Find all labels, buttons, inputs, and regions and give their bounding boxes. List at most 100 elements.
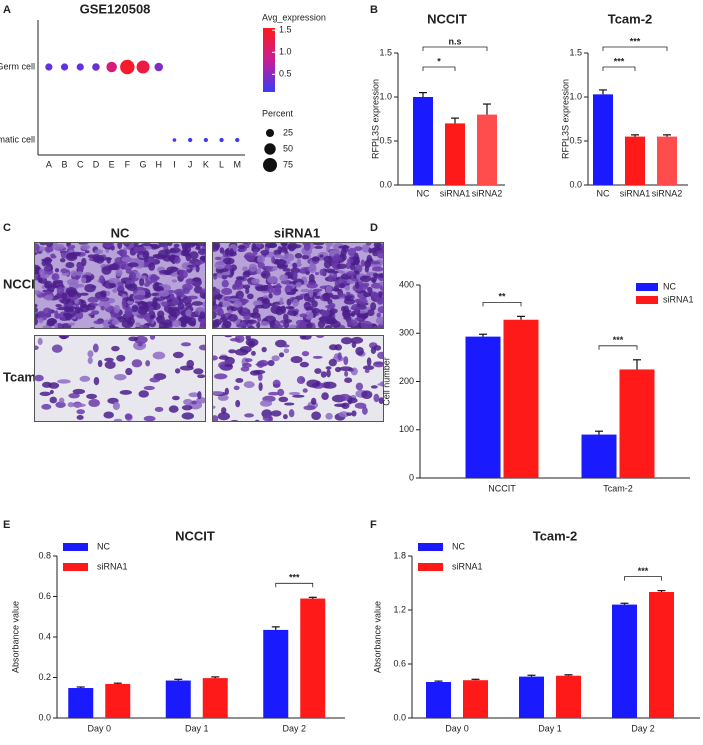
cell <box>214 256 222 261</box>
cell <box>111 319 120 325</box>
cell <box>309 243 315 250</box>
significance-label: *** <box>638 566 649 576</box>
cell <box>193 285 203 294</box>
panel-letter: C <box>3 222 11 234</box>
cell <box>72 388 86 395</box>
colorbar <box>263 28 275 92</box>
cell <box>212 355 218 361</box>
cell <box>311 308 321 314</box>
cell <box>213 373 228 380</box>
bar <box>426 682 451 718</box>
cell <box>362 365 375 371</box>
cell <box>79 292 89 296</box>
cell <box>299 335 307 340</box>
cell <box>271 255 276 264</box>
cell <box>65 313 73 321</box>
x-tick-label: Day 1 <box>185 723 209 733</box>
cell <box>70 270 77 277</box>
x-tick-label: Tcam-2 <box>603 483 633 493</box>
bar <box>593 94 613 185</box>
cell <box>67 402 75 408</box>
cell <box>34 374 44 382</box>
cell <box>244 413 255 418</box>
cell <box>333 271 338 280</box>
cell <box>320 309 330 317</box>
cell <box>141 301 147 309</box>
cell <box>79 375 91 382</box>
cell <box>58 335 70 340</box>
cell <box>56 243 65 250</box>
bar <box>165 680 191 718</box>
cell <box>90 303 99 307</box>
cell <box>311 300 318 308</box>
cell <box>173 243 180 248</box>
cell <box>195 242 206 247</box>
bar <box>625 136 645 185</box>
cell <box>34 317 39 326</box>
cell <box>146 319 153 323</box>
cell <box>144 282 150 287</box>
cell <box>369 261 381 265</box>
y-axis-label: RFPL3S expression <box>560 79 570 159</box>
x-tick-label: A <box>46 159 52 169</box>
cell <box>174 288 186 296</box>
cell <box>277 388 285 397</box>
cell <box>299 361 309 368</box>
y-tick-label: 0.5 <box>569 135 582 145</box>
cell <box>212 243 220 252</box>
y-tick-label: Germ cell <box>0 61 35 71</box>
cell <box>379 286 384 291</box>
cell <box>199 255 206 261</box>
cell <box>328 358 337 367</box>
cell <box>249 312 256 318</box>
cell <box>295 282 303 288</box>
panel-letter: F <box>370 519 377 531</box>
bar <box>612 604 637 718</box>
x-tick-label: D <box>93 159 100 169</box>
cell <box>154 254 167 260</box>
legend-swatch <box>418 543 443 551</box>
y-tick-label: 100 <box>399 424 414 434</box>
cell <box>44 294 54 301</box>
cell <box>193 368 204 375</box>
cell <box>262 265 274 270</box>
cell <box>137 342 143 347</box>
cell <box>189 320 196 327</box>
cell <box>149 275 160 281</box>
cell <box>360 320 373 329</box>
cell <box>303 242 311 251</box>
cell <box>355 346 364 356</box>
cell <box>285 306 295 310</box>
cell <box>58 397 65 404</box>
dot <box>172 138 177 142</box>
cell <box>159 290 165 294</box>
x-tick-label: siRNA2 <box>652 188 683 198</box>
cell <box>59 258 66 263</box>
cell <box>222 320 232 328</box>
cell <box>319 268 326 276</box>
cell <box>84 283 96 293</box>
cell <box>323 260 332 269</box>
cell <box>60 298 71 304</box>
dot <box>154 62 164 72</box>
cell <box>112 401 120 411</box>
cell <box>228 349 236 354</box>
cell <box>247 293 254 300</box>
y-tick-label: 0.6 <box>393 658 406 668</box>
cell <box>310 397 317 405</box>
cell <box>49 389 54 395</box>
x-tick-label: Day 0 <box>445 723 469 733</box>
cell <box>174 368 181 374</box>
significance-bracket <box>602 46 668 51</box>
cell <box>172 297 179 306</box>
cell <box>109 283 116 288</box>
cell <box>76 414 84 420</box>
cell <box>273 324 284 329</box>
cell <box>338 393 351 401</box>
cell <box>367 286 373 293</box>
cell <box>63 308 75 313</box>
cell <box>172 320 182 328</box>
cell <box>279 274 289 282</box>
cell <box>321 392 329 401</box>
